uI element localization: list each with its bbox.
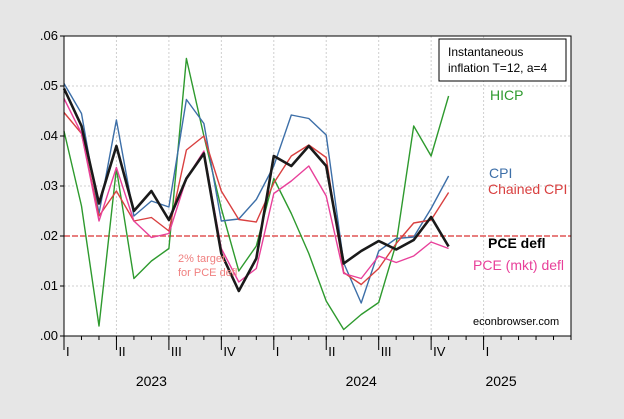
series-label-cpi: CPI	[489, 165, 512, 181]
y-tick-label: .03	[40, 178, 58, 193]
target-label-line-2: for PCE defl	[178, 267, 237, 279]
series-label-pce-defl: PCE defl	[488, 235, 546, 251]
x-year-label: 2025	[485, 373, 516, 389]
axes: .00.01.02.03.04.05.06I II III IV I II III IV I20…	[40, 28, 572, 389]
series-label-hicp: HICP	[490, 87, 523, 103]
x-tick-label: I	[486, 344, 490, 359]
series-line-chained-cpi	[63, 112, 450, 286]
legend-line-2: inflation T=12, a=4	[448, 61, 548, 75]
x-tick-label: II	[328, 344, 335, 359]
series-line-hicp	[63, 57, 450, 331]
series-label-pce-mkt-defl: PCE (mkt) defl	[473, 257, 564, 273]
x-tick-label: I	[66, 344, 70, 359]
y-tick-label: .02	[40, 228, 58, 243]
x-year-label: 2023	[136, 373, 167, 389]
x-tick-label: III	[381, 344, 392, 359]
legend-frame	[438, 38, 567, 82]
y-tick-label: .00	[40, 328, 58, 343]
source-note: econbrowser.com	[473, 316, 559, 328]
x-tick-label: II	[118, 344, 125, 359]
x-tick-label: IV	[433, 344, 446, 359]
y-tick-label: .05	[40, 78, 58, 93]
y-tick-label: .04	[40, 128, 58, 143]
grid-lines	[64, 36, 571, 336]
legend-line-1: Instantaneous	[448, 45, 523, 59]
y-tick-label: .06	[40, 28, 58, 43]
y-tick-label: .01	[40, 278, 58, 293]
series-line-pce-defl	[62, 87, 450, 293]
series-label-chained-cpi: Chained CPI	[488, 181, 567, 197]
x-tick-label: III	[171, 344, 182, 359]
legend-box: Instantaneous inflation T=12, a=4	[438, 38, 567, 82]
x-year-label: 2024	[346, 373, 377, 389]
x-tick-label: IV	[223, 344, 236, 359]
series-line-cpi	[63, 83, 450, 304]
series-line-pce-mkt-defl	[63, 98, 449, 283]
series-labels: HICP CPI Chained CPI PCE defl PCE (mkt) …	[473, 87, 567, 273]
series-lines	[62, 57, 450, 331]
target-label-line-1: 2% target	[178, 253, 225, 265]
x-tick-label: I	[276, 344, 280, 359]
